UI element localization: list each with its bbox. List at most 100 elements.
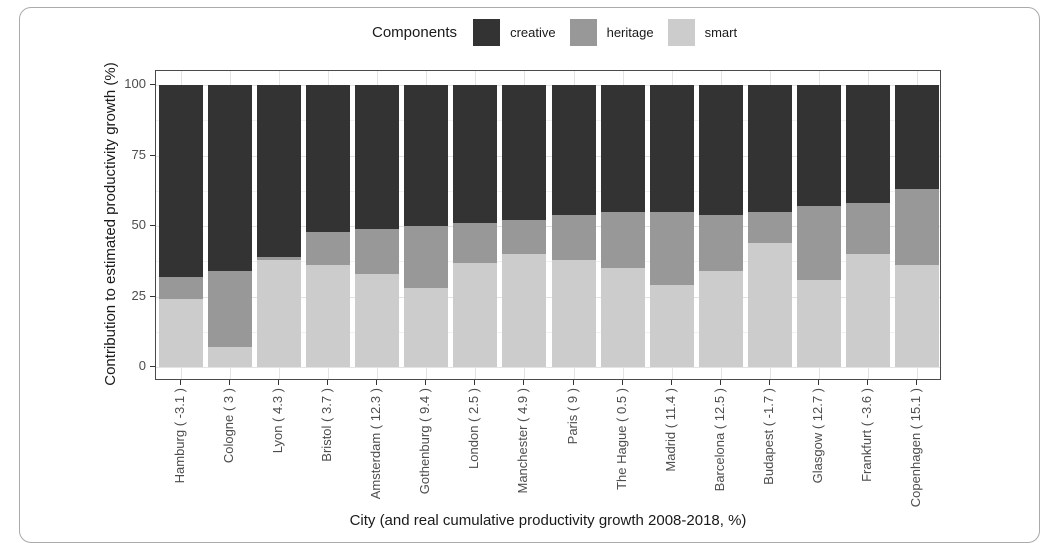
- y-axis-tick: [150, 154, 155, 156]
- x-tick-label: Cologne ( 3 ): [220, 388, 236, 464]
- bar-segment-smart: [846, 254, 891, 367]
- x-axis-tick: [670, 380, 672, 385]
- bar-segment-smart: [453, 262, 498, 367]
- legend-item-smart: smart: [667, 18, 738, 46]
- x-axis-tick: [867, 380, 869, 385]
- major-gridline: [156, 155, 940, 157]
- bar-segment-creative: [305, 85, 350, 232]
- x-tick-label: Glasgow ( 12.7 ): [810, 388, 826, 484]
- bar-segment-creative: [895, 85, 940, 190]
- y-tick-label: 0: [138, 358, 146, 373]
- bar-segment-smart: [649, 285, 694, 367]
- x-tick-label: London ( 2.5 ): [466, 388, 482, 469]
- legend-item-creative: creative: [473, 18, 556, 46]
- bar-segment-heritage: [797, 206, 842, 280]
- y-tick-label: 75: [131, 146, 146, 162]
- minor-gridline: [156, 190, 940, 192]
- bar-segment-heritage: [207, 271, 252, 348]
- bar-segment-heritage: [649, 211, 694, 286]
- x-tick-label: Bristol ( 3.7 ): [318, 388, 334, 462]
- bar-segment-smart: [748, 242, 793, 367]
- bar-segment-heritage: [698, 214, 743, 272]
- smart-swatch-icon: [667, 18, 695, 46]
- major-gridline: [156, 367, 940, 368]
- x-axis-tick: [425, 380, 427, 385]
- bar-segment-heritage: [748, 211, 793, 243]
- x-axis-tick: [474, 380, 476, 385]
- bar-segment-smart: [502, 254, 547, 367]
- bar-segment-creative: [649, 85, 694, 212]
- y-tick-label: 100: [124, 76, 146, 91]
- bar-segment-smart: [158, 299, 203, 367]
- bar-segment-smart: [600, 268, 645, 367]
- bar-segment-creative: [698, 85, 743, 215]
- x-tick-label: Amsterdam ( 12.3 ): [368, 388, 384, 500]
- minor-gridline: [156, 261, 940, 263]
- bar-segment-heritage: [846, 203, 891, 255]
- bar-segment-creative: [404, 85, 449, 226]
- x-axis-title: City (and real cumulative productivity g…: [349, 512, 747, 529]
- x-tick-label: Lyon ( 4.3 ): [269, 388, 285, 454]
- x-tick-label: Barcelona ( 12.5 ): [711, 388, 727, 492]
- y-axis-tick: [150, 225, 155, 226]
- x-tick-label: Madrid ( 11.4 ): [662, 388, 678, 472]
- bar-segment-creative: [600, 85, 645, 212]
- legend-label-smart: smart: [704, 24, 738, 40]
- legend-item-heritage: heritage: [569, 18, 654, 46]
- x-axis-tick: [179, 380, 181, 385]
- x-axis-tick: [572, 380, 574, 385]
- x-axis-tick: [376, 380, 378, 385]
- x-axis-tick: [277, 380, 279, 385]
- y-axis-tick: [150, 295, 155, 297]
- bar-segment-heritage: [355, 228, 400, 274]
- plot-panel: [155, 70, 941, 380]
- x-tick-label: Budapest ( -1.7 ): [761, 388, 777, 485]
- y-tick-label: 25: [131, 287, 146, 303]
- minor-gridline: [156, 331, 940, 333]
- major-gridline: [156, 85, 940, 86]
- y-axis-tick: [150, 84, 155, 85]
- bar-segment-heritage: [453, 223, 498, 263]
- minor-gridline: [156, 120, 940, 122]
- heritage-swatch-icon: [569, 18, 597, 46]
- bar-segment-heritage: [502, 220, 547, 255]
- legend-label-heritage: heritage: [606, 24, 654, 40]
- x-tick-label: The Hague ( 0.5 ): [613, 388, 629, 490]
- bar-segment-creative: [846, 85, 891, 204]
- y-axis-tick: [150, 366, 155, 367]
- x-axis-tick: [916, 380, 918, 385]
- x-tick-label: Paris ( 9 ): [564, 388, 580, 445]
- bar-segment-creative: [748, 85, 793, 212]
- bar-segment-smart: [551, 259, 596, 367]
- bar-segment-heritage: [404, 226, 449, 289]
- bar-segment-creative: [502, 85, 547, 221]
- legend-label-creative: creative: [510, 24, 556, 40]
- y-tick-label: 50: [131, 217, 146, 232]
- bar-segment-creative: [797, 85, 842, 207]
- bar-segment-creative: [207, 85, 252, 272]
- bar-segment-creative: [453, 85, 498, 224]
- bar-segment-smart: [256, 259, 301, 367]
- bar-segment-smart: [404, 288, 449, 367]
- x-axis-tick: [621, 380, 623, 385]
- bar-segment-creative: [355, 85, 400, 229]
- x-axis-tick: [523, 380, 525, 385]
- x-tick-label: Copenhagen ( 15.1 ): [908, 388, 924, 508]
- bar-segment-smart: [305, 265, 350, 367]
- x-axis-tick: [326, 380, 328, 385]
- bar-segment-heritage: [600, 211, 645, 269]
- legend: Components creative heritage smart: [372, 16, 751, 48]
- bar-segment-heritage: [551, 214, 596, 260]
- x-tick-label: Gothenburg ( 9.4 ): [417, 388, 433, 495]
- x-axis-tick: [719, 380, 721, 385]
- x-axis-tick: [769, 380, 771, 385]
- x-axis-tick: [228, 380, 230, 385]
- bar-segment-smart: [355, 273, 400, 367]
- x-tick-label: Frankfurt ( -3.6 ): [859, 388, 875, 482]
- x-axis-tick: [818, 380, 820, 385]
- bar-segment-creative: [256, 85, 301, 258]
- bar-segment-smart: [207, 347, 252, 367]
- bar-segment-smart: [895, 265, 940, 367]
- creative-swatch-icon: [473, 18, 501, 46]
